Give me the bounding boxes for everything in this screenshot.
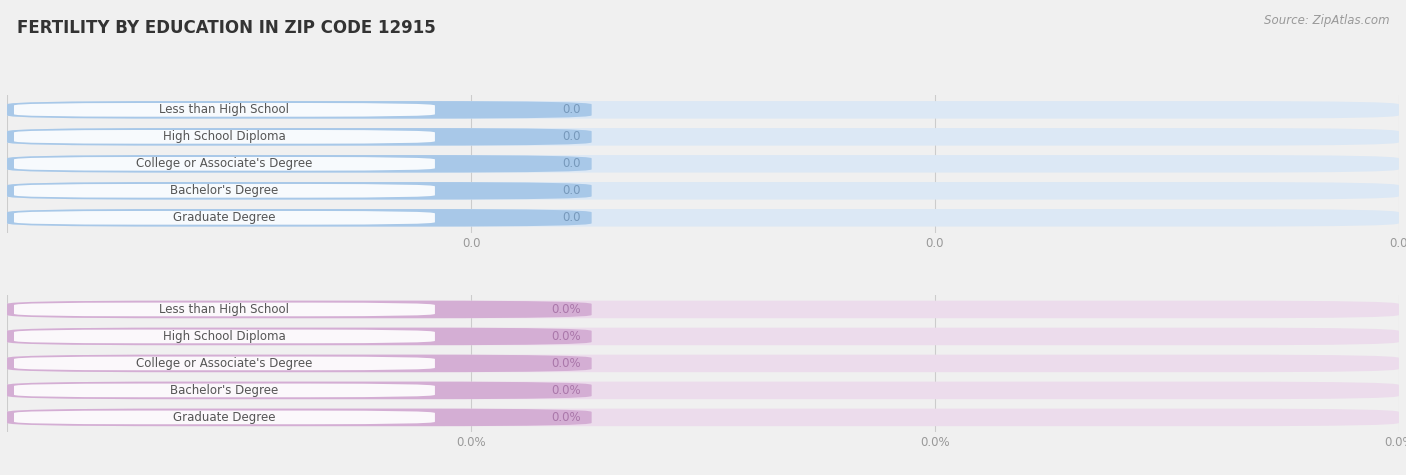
FancyBboxPatch shape [7,101,1399,119]
Text: 0.0: 0.0 [562,104,581,116]
Text: 0.0%: 0.0% [551,411,581,424]
FancyBboxPatch shape [7,328,592,345]
FancyBboxPatch shape [7,101,592,119]
Text: 0.0%: 0.0% [551,384,581,397]
FancyBboxPatch shape [7,128,592,146]
Text: Bachelor's Degree: Bachelor's Degree [170,384,278,397]
FancyBboxPatch shape [7,155,1399,172]
Text: 0.0: 0.0 [562,211,581,224]
Text: Bachelor's Degree: Bachelor's Degree [170,184,278,197]
FancyBboxPatch shape [7,381,592,399]
FancyBboxPatch shape [7,128,1399,146]
FancyBboxPatch shape [7,209,592,227]
FancyBboxPatch shape [7,209,1399,227]
FancyBboxPatch shape [14,330,434,343]
Text: 0.0%: 0.0% [551,357,581,370]
Text: 0.0: 0.0 [562,157,581,171]
Text: Less than High School: Less than High School [159,303,290,316]
Text: 0.0%: 0.0% [551,330,581,343]
FancyBboxPatch shape [7,182,1399,200]
FancyBboxPatch shape [14,410,434,424]
Text: 0.0%: 0.0% [551,303,581,316]
Text: High School Diploma: High School Diploma [163,130,285,143]
FancyBboxPatch shape [7,408,592,426]
FancyBboxPatch shape [7,355,592,372]
FancyBboxPatch shape [7,355,1399,372]
Text: Less than High School: Less than High School [159,104,290,116]
Text: 0.0: 0.0 [562,130,581,143]
FancyBboxPatch shape [7,182,592,200]
Text: High School Diploma: High School Diploma [163,330,285,343]
Text: College or Associate's Degree: College or Associate's Degree [136,157,312,171]
FancyBboxPatch shape [7,328,1399,345]
FancyBboxPatch shape [14,184,434,198]
Text: 0.0: 0.0 [562,184,581,197]
Text: College or Associate's Degree: College or Associate's Degree [136,357,312,370]
FancyBboxPatch shape [7,155,592,172]
Text: Source: ZipAtlas.com: Source: ZipAtlas.com [1264,14,1389,27]
FancyBboxPatch shape [7,301,1399,318]
FancyBboxPatch shape [14,130,434,143]
FancyBboxPatch shape [14,384,434,397]
Text: Graduate Degree: Graduate Degree [173,211,276,224]
FancyBboxPatch shape [7,381,1399,399]
Text: FERTILITY BY EDUCATION IN ZIP CODE 12915: FERTILITY BY EDUCATION IN ZIP CODE 12915 [17,19,436,37]
FancyBboxPatch shape [14,211,434,225]
FancyBboxPatch shape [7,408,1399,426]
FancyBboxPatch shape [14,157,434,171]
FancyBboxPatch shape [14,103,434,117]
Text: Graduate Degree: Graduate Degree [173,411,276,424]
FancyBboxPatch shape [14,357,434,371]
FancyBboxPatch shape [14,303,434,316]
FancyBboxPatch shape [7,301,592,318]
